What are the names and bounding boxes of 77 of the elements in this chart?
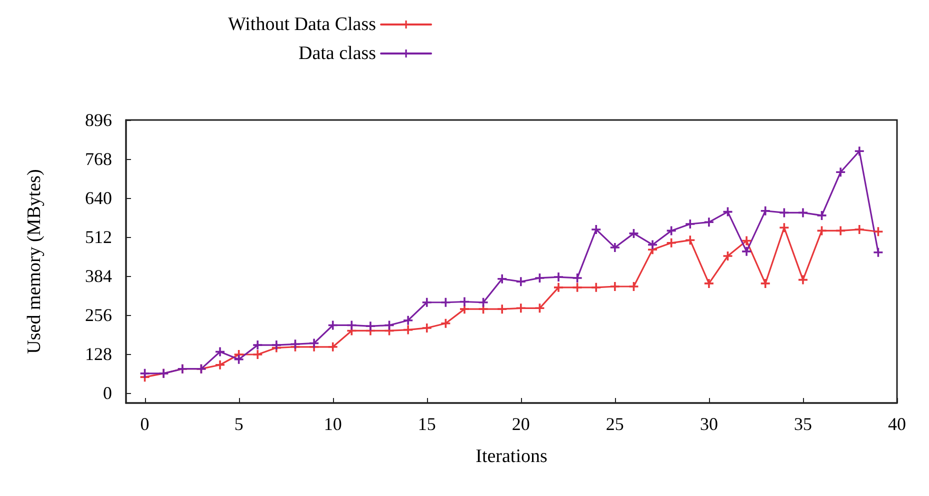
y-tick-label: 256 bbox=[85, 305, 112, 326]
y-tick-label: 768 bbox=[85, 149, 112, 170]
point bbox=[572, 273, 582, 282]
point bbox=[686, 236, 695, 245]
x-tick-label: 25 bbox=[606, 414, 624, 434]
point bbox=[460, 297, 469, 306]
point bbox=[516, 277, 526, 286]
point bbox=[478, 298, 488, 307]
x-tick-label: 30 bbox=[700, 414, 718, 434]
point bbox=[780, 223, 789, 232]
point bbox=[216, 347, 225, 356]
point bbox=[648, 240, 658, 250]
point bbox=[253, 350, 262, 360]
point bbox=[686, 219, 695, 228]
point bbox=[742, 246, 752, 256]
point bbox=[216, 360, 225, 370]
point bbox=[760, 206, 770, 216]
point bbox=[610, 242, 620, 252]
point bbox=[290, 340, 300, 349]
point bbox=[798, 275, 808, 284]
y-tick-label: 896 bbox=[85, 110, 112, 130]
x-tick-label: 40 bbox=[888, 414, 906, 434]
point bbox=[836, 226, 846, 236]
point bbox=[422, 298, 432, 307]
point bbox=[592, 224, 601, 234]
point bbox=[328, 320, 338, 330]
point bbox=[854, 146, 864, 156]
point bbox=[742, 236, 752, 246]
point bbox=[704, 218, 714, 227]
point bbox=[817, 210, 826, 220]
y-tick-label: 128 bbox=[85, 344, 112, 364]
point bbox=[422, 323, 432, 332]
point bbox=[704, 278, 714, 288]
point bbox=[836, 168, 846, 177]
point bbox=[253, 340, 262, 350]
point bbox=[366, 322, 375, 331]
x-tick-label: 15 bbox=[418, 414, 436, 434]
point bbox=[854, 224, 864, 234]
point bbox=[572, 282, 582, 292]
x-axis-title: Iterations bbox=[476, 446, 548, 467]
point bbox=[629, 282, 638, 292]
point bbox=[441, 318, 450, 328]
point bbox=[554, 282, 564, 292]
legend-label: Without Data Class bbox=[228, 14, 376, 35]
point bbox=[723, 252, 732, 261]
point bbox=[874, 227, 883, 236]
x-tick-label: 35 bbox=[794, 414, 812, 434]
y-tick-label: 384 bbox=[85, 266, 112, 286]
point bbox=[610, 282, 620, 292]
point bbox=[666, 238, 676, 248]
point bbox=[798, 208, 808, 218]
point bbox=[760, 278, 770, 288]
point bbox=[310, 338, 319, 348]
y-tick-label: 512 bbox=[85, 227, 112, 248]
point bbox=[592, 282, 601, 292]
x-tick-label: 20 bbox=[512, 414, 530, 434]
y-tick-label: 0 bbox=[103, 383, 112, 404]
point bbox=[516, 304, 526, 313]
point bbox=[234, 354, 244, 364]
point bbox=[554, 272, 564, 282]
point bbox=[404, 325, 413, 334]
point bbox=[629, 228, 638, 238]
point bbox=[874, 248, 883, 257]
point bbox=[498, 274, 507, 284]
point bbox=[272, 340, 281, 350]
y-tick-label: 640 bbox=[85, 188, 112, 208]
x-tick-label: 10 bbox=[324, 414, 342, 434]
x-tick-label: 0 bbox=[140, 414, 150, 434]
point bbox=[328, 342, 338, 352]
legend-label: Data class bbox=[298, 43, 376, 64]
point bbox=[441, 298, 450, 307]
point bbox=[404, 316, 413, 325]
point bbox=[140, 368, 150, 378]
point bbox=[498, 304, 507, 314]
point bbox=[535, 273, 544, 282]
y-axis-title: Used memory (MBytes) bbox=[24, 169, 45, 354]
x-tick-label: 5 bbox=[234, 414, 244, 434]
